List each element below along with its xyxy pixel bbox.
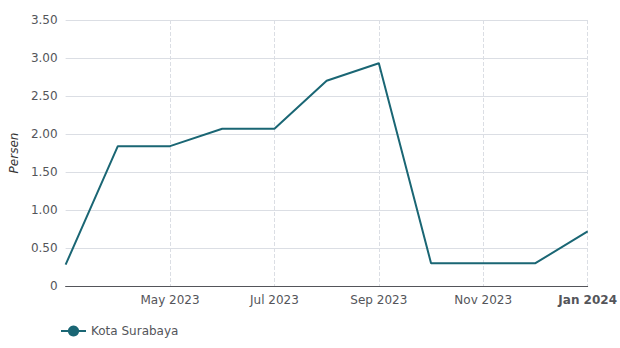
svg-text:0.50: 0.50: [31, 241, 58, 255]
svg-text:May 2023: May 2023: [140, 293, 199, 307]
svg-text:2.00: 2.00: [31, 127, 58, 141]
svg-text:3.50: 3.50: [31, 13, 58, 27]
svg-text:1.00: 1.00: [31, 203, 58, 217]
svg-text:Kota Surabaya: Kota Surabaya: [91, 324, 178, 338]
svg-text:3.00: 3.00: [31, 51, 58, 65]
svg-text:Persen: Persen: [7, 133, 21, 174]
svg-text:Jul 2023: Jul 2023: [249, 293, 299, 307]
svg-text:Sep 2023: Sep 2023: [350, 293, 407, 307]
svg-text:2.50: 2.50: [31, 89, 58, 103]
svg-text:0: 0: [50, 279, 58, 293]
svg-text:1.50: 1.50: [31, 165, 58, 179]
svg-text:Jan 2024: Jan 2024: [557, 293, 617, 307]
svg-text:Nov 2023: Nov 2023: [454, 293, 512, 307]
